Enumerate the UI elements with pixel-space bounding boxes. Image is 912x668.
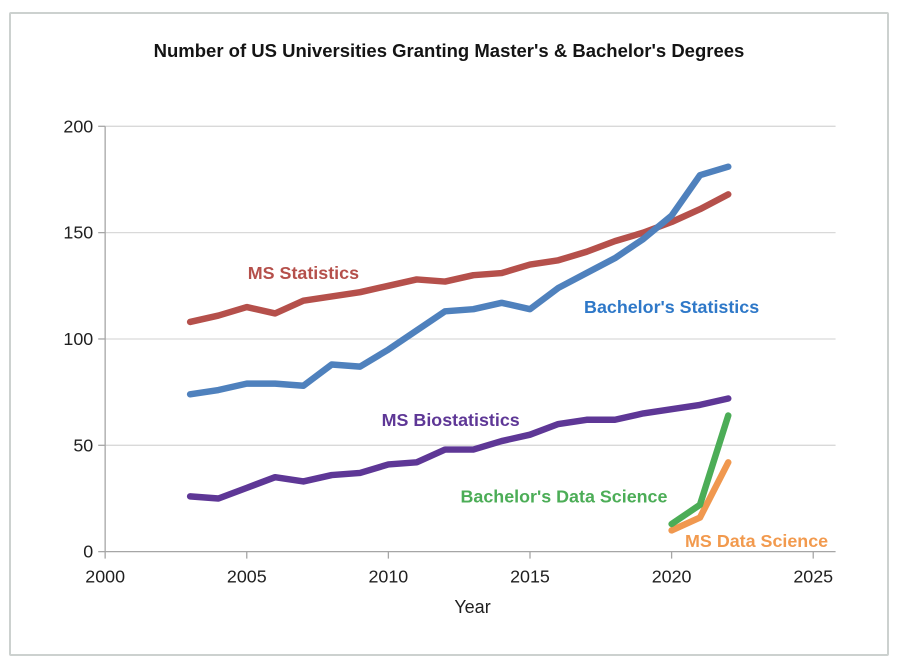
y-tick-label: 200 bbox=[63, 116, 93, 136]
series-line-bachelor-s-statistics bbox=[186, 163, 732, 398]
chart-frame: Number of US Universities Granting Maste… bbox=[9, 12, 889, 656]
y-tick-label: 150 bbox=[63, 223, 93, 243]
chart-svg: 0 50 100 150 200 2000 2005 2010 2015 2020 2025 MS S… bbox=[63, 116, 836, 586]
x-tick-label: 2005 bbox=[227, 566, 267, 586]
series-label-ms-statistics: MS Statistics bbox=[248, 263, 359, 283]
chart-title: Number of US Universities Granting Maste… bbox=[153, 40, 745, 61]
series-label-bachelor-s-statistics: Bachelor's Statistics bbox=[584, 297, 759, 317]
series-label-ms-biostatistics: MS Biostatistics bbox=[382, 410, 520, 430]
x-tick-label: 2000 bbox=[85, 566, 125, 586]
series-line-ms-statistics bbox=[186, 191, 732, 326]
series-label-bachelor-s-data-science: Bachelor's Data Science bbox=[461, 486, 668, 506]
x-tick-label: 2020 bbox=[652, 566, 692, 586]
x-tick-label: 2015 bbox=[510, 566, 550, 586]
y-tick-label: 50 bbox=[73, 435, 93, 455]
x-tick-label: 2025 bbox=[793, 566, 833, 586]
x-tick-label: 2010 bbox=[368, 566, 408, 586]
series-line-bachelor-s-data-science bbox=[668, 412, 732, 528]
x-axis-title: Year bbox=[454, 597, 491, 617]
series-label-ms-data-science: MS Data Science bbox=[685, 531, 828, 551]
series-line-ms-data-science bbox=[668, 459, 732, 534]
series-line-ms-biostatistics bbox=[186, 395, 732, 502]
y-tick-label: 0 bbox=[83, 542, 93, 562]
y-tick-label: 100 bbox=[63, 329, 93, 349]
